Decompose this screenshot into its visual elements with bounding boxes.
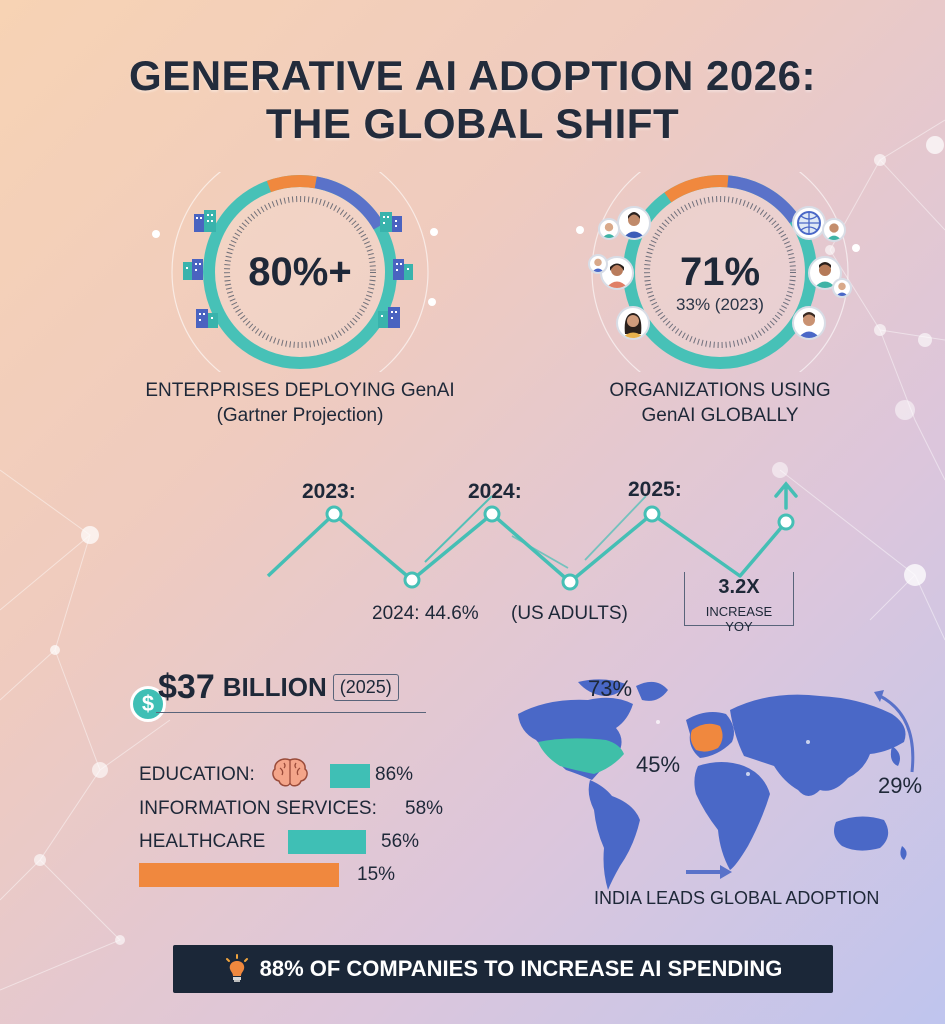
enterprise-label-line2: (Gartner Projection) bbox=[216, 405, 384, 426]
person-icon bbox=[792, 306, 826, 340]
person-icon bbox=[832, 278, 852, 298]
organizations-ring-value: 71% bbox=[679, 250, 761, 294]
sector-value-healthcare: 56% bbox=[381, 831, 420, 852]
budget-underline bbox=[156, 712, 426, 713]
map-pct-45: 45% bbox=[636, 752, 681, 777]
budget-box: $37 BILLION (2025) bbox=[158, 668, 399, 707]
timeline-line bbox=[266, 481, 798, 591]
person-icon bbox=[598, 218, 620, 240]
sector-label-education: EDUCATION: bbox=[139, 764, 255, 785]
banner-text: 88% OF COMPANIES TO INCREASE AI SPENDING bbox=[259, 956, 783, 981]
building-icon bbox=[183, 259, 203, 280]
sector-label-healthcare: HEALTHCARE bbox=[139, 831, 266, 852]
person-icon bbox=[616, 306, 650, 340]
sector-bar-healthcare bbox=[288, 830, 367, 854]
sector-bar-education bbox=[330, 764, 370, 788]
enterprise-ring bbox=[152, 172, 438, 372]
dollar-icon: $ bbox=[130, 686, 166, 722]
lightbulb-icon bbox=[225, 954, 248, 982]
person-icon bbox=[617, 206, 651, 240]
budget-year: (2025) bbox=[332, 674, 399, 701]
growth-value: 3.2X bbox=[718, 576, 760, 598]
budget-amount: $37 bbox=[158, 668, 215, 706]
building-icon bbox=[378, 307, 400, 328]
bottom-banner: 88% OF COMPANIES TO INCREASE AI SPENDING bbox=[173, 945, 833, 993]
timeline-note-us-adults: (US ADULTS) bbox=[511, 603, 628, 624]
growth-label: INCREASE YOY bbox=[705, 604, 773, 634]
timeline-year-2024: 2024: bbox=[468, 480, 522, 503]
sector-bar-other bbox=[139, 863, 339, 887]
world-map bbox=[518, 679, 907, 890]
sector-label-information-services: INFORMATION SERVICES: bbox=[139, 798, 377, 819]
brain-icon bbox=[272, 758, 308, 787]
timeline-year-2023: 2023: bbox=[302, 480, 356, 503]
building-icon bbox=[380, 212, 402, 232]
curved-arrow-icon bbox=[874, 690, 915, 773]
globe-icon bbox=[792, 206, 826, 240]
person-icon bbox=[822, 218, 846, 242]
arrow-up-icon bbox=[774, 481, 798, 510]
enterprise-label-line1: ENTERPRISES DEPLOYING GenAI bbox=[145, 380, 455, 401]
timeline-note-2024: 2024: 44.6% bbox=[372, 603, 479, 624]
arrow-right-icon bbox=[686, 865, 732, 879]
building-icon bbox=[194, 210, 216, 232]
timeline-year-2025: 2025: bbox=[628, 478, 682, 501]
sector-value-information-services: 58% bbox=[405, 798, 444, 819]
organizations-label-line2: GenAI GLOBALLY bbox=[641, 405, 799, 426]
map-caption: INDIA LEADS GLOBAL ADOPTION bbox=[594, 888, 880, 908]
budget-unit: BILLION bbox=[222, 672, 327, 702]
sector-value-education: 86% bbox=[375, 764, 414, 785]
building-icon bbox=[196, 309, 218, 328]
person-icon bbox=[588, 254, 608, 274]
building-icon bbox=[393, 259, 413, 280]
growth-box: 3.2X INCREASE YOY bbox=[684, 572, 794, 634]
map-pct-73: 73% bbox=[588, 676, 633, 701]
sector-value-other: 15% bbox=[357, 864, 396, 885]
organizations-label-line1: ORGANIZATIONS USING bbox=[609, 380, 831, 401]
organizations-ring-subvalue: 33% (2023) bbox=[676, 295, 764, 314]
map-pct-29: 29% bbox=[878, 773, 923, 798]
page-title-line2: THE GLOBAL SHIFT bbox=[265, 100, 680, 147]
page-title-line1: GENERATIVE AI ADOPTION 2026: bbox=[129, 52, 816, 99]
enterprise-ring-value: 80%+ bbox=[248, 250, 352, 294]
